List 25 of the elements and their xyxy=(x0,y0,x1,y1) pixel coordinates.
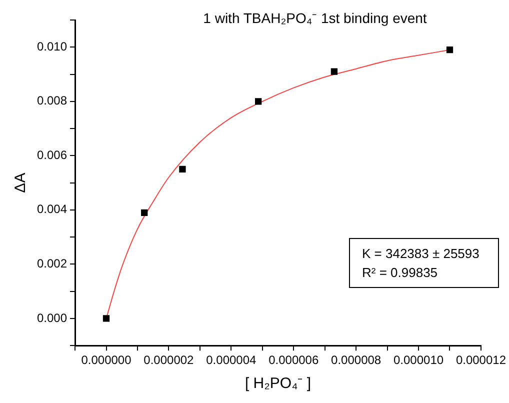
point xyxy=(102,315,110,322)
y-axis-title: ΔA xyxy=(12,172,30,193)
annotation: K = 342383 ± 25593 xyxy=(362,245,480,263)
x-axis-title: [ H₂PO₄⁻ ] xyxy=(244,375,312,392)
annotation: R² = 0.99835 xyxy=(362,264,439,282)
x-tick-label: 0.000002 xyxy=(144,353,194,368)
x-tick-label: 0.000012 xyxy=(456,353,506,368)
y-tick-label: 0.008 xyxy=(37,94,68,108)
x-tick-label: 0.000004 xyxy=(206,353,257,368)
y-tick-label: 0.000 xyxy=(37,310,68,325)
y-tick-label: 0.002 xyxy=(37,256,68,271)
x-tick-label: 0.000008 xyxy=(331,353,382,368)
x-tick-label: 0.000000 xyxy=(81,353,132,368)
y-tick-label: 0.006 xyxy=(37,148,68,162)
point xyxy=(141,209,148,216)
y-tick-label: 0.010 xyxy=(37,39,68,54)
x-tick-label: 0.000006 xyxy=(268,353,319,368)
point xyxy=(179,166,186,173)
point xyxy=(446,46,454,54)
point xyxy=(255,98,262,105)
x-tick-label: 0.000010 xyxy=(393,353,444,368)
y-tick-label: 0.004 xyxy=(37,202,68,216)
text-box: K = 342383 ± 25593 R² = 0.99835 xyxy=(349,238,499,288)
chart-title: 1 with TBAH₂PO₄⁻ 1st binding event xyxy=(202,9,428,27)
point xyxy=(330,68,338,75)
